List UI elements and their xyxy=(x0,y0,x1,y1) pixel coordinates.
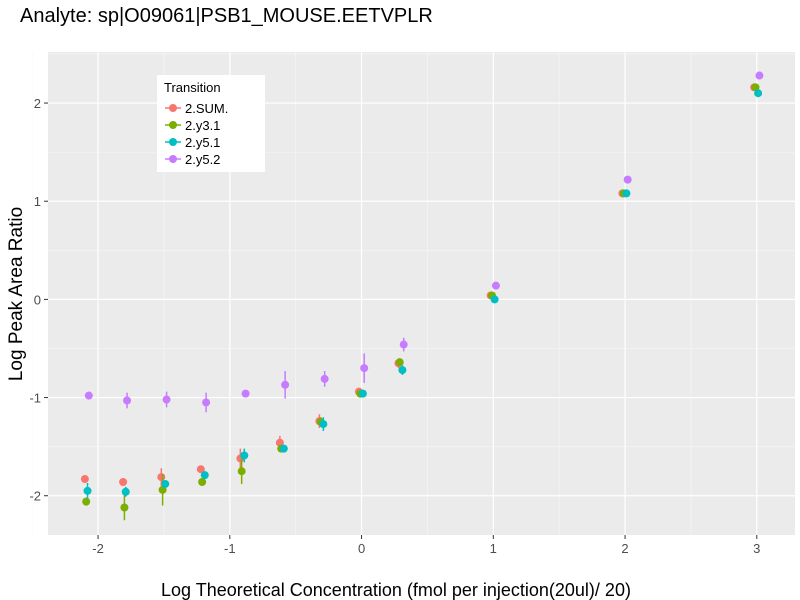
data-point xyxy=(119,477,128,486)
x-tick-label: 0 xyxy=(358,541,365,556)
data-point xyxy=(395,358,404,367)
legend-label: 2.SUM. xyxy=(185,101,228,116)
data-point xyxy=(83,486,92,495)
data-point xyxy=(196,465,205,474)
data-point xyxy=(161,479,170,488)
y-tick-label: 1 xyxy=(34,194,41,209)
data-point xyxy=(241,389,250,398)
data-point xyxy=(84,391,93,400)
data-point xyxy=(202,398,211,407)
data-point xyxy=(80,475,89,484)
data-point xyxy=(279,444,288,453)
x-tick-label: 1 xyxy=(490,541,497,556)
data-point xyxy=(319,420,328,429)
data-point xyxy=(240,451,249,460)
data-point xyxy=(82,497,91,506)
data-point xyxy=(198,477,207,486)
x-tick-label: -2 xyxy=(92,541,104,556)
x-axis-label: Log Theoretical Concentration (fmol per … xyxy=(161,580,631,600)
data-point xyxy=(358,389,367,398)
y-tick-label: 0 xyxy=(34,292,41,307)
data-point xyxy=(490,295,499,304)
legend: Transition 2.SUM. 2.y3.1 2.y5.1 2.y5.2 xyxy=(157,75,265,172)
legend-key-point xyxy=(169,121,177,129)
data-point xyxy=(622,189,631,198)
data-point xyxy=(398,366,407,375)
data-point xyxy=(200,471,209,480)
data-point xyxy=(491,281,500,290)
data-point xyxy=(755,71,764,80)
y-tick-label: -1 xyxy=(29,391,41,406)
legend-label: 2.y5.2 xyxy=(185,152,220,167)
x-tick-label: 2 xyxy=(621,541,628,556)
data-point xyxy=(281,380,290,389)
data-point xyxy=(120,503,129,512)
y-tick-label: 2 xyxy=(34,96,41,111)
legend-label: 2.y3.1 xyxy=(185,118,220,133)
legend-label: 2.y5.1 xyxy=(185,135,220,150)
data-point xyxy=(237,467,246,476)
legend-key-point xyxy=(169,104,177,112)
y-axis-label: Log Peak Area Ratio xyxy=(6,207,27,381)
data-point xyxy=(157,473,166,482)
legend-title: Transition xyxy=(164,80,221,95)
data-point xyxy=(623,175,632,184)
legend-key-point xyxy=(169,155,177,163)
data-point xyxy=(121,487,130,496)
data-point xyxy=(162,395,171,404)
x-tick-label: 3 xyxy=(753,541,760,556)
y-tick-label: -2 xyxy=(29,489,41,504)
x-tick-label: -1 xyxy=(224,541,236,556)
data-point xyxy=(123,396,132,405)
data-point xyxy=(360,364,369,373)
data-point xyxy=(320,374,329,383)
legend-key-point xyxy=(169,138,177,146)
data-point xyxy=(399,340,408,349)
chart-title: Analyte: sp|O09061|PSB1_MOUSE.EETVPLR xyxy=(20,5,433,27)
data-point xyxy=(754,89,763,98)
